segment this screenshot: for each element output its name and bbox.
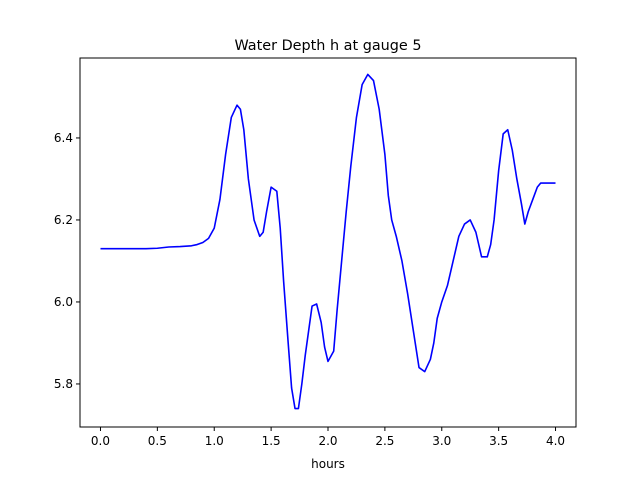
- x-tick-label: 1.0: [205, 434, 224, 448]
- y-tick-label: 5.8: [54, 377, 73, 391]
- x-tick-label: 3.5: [489, 434, 508, 448]
- plot-content: [100, 73, 556, 410]
- x-tick-label: 4.0: [546, 434, 565, 448]
- x-tick-label: 3.0: [432, 434, 451, 448]
- x-tick-label: 1.5: [262, 434, 281, 448]
- x-axis: 0.0 0.5 1.0 1.5 2.0 2.5 3.0 3.5 4.0: [91, 427, 565, 448]
- x-tick-label: 0.0: [91, 434, 110, 448]
- y-tick-label: 6.4: [54, 131, 73, 145]
- x-axis-label: hours: [311, 457, 345, 471]
- chart-title: Water Depth h at gauge 5: [234, 38, 421, 54]
- y-tick-label: 6.2: [54, 213, 73, 227]
- series-line-0: [100, 73, 556, 410]
- y-axis: 5.8 6.0 6.2 6.4: [54, 131, 80, 391]
- x-tick-label: 0.5: [148, 434, 167, 448]
- x-tick-label: 2.5: [375, 434, 394, 448]
- x-tick-label: 2.0: [318, 434, 337, 448]
- y-tick-label: 6.0: [54, 295, 73, 309]
